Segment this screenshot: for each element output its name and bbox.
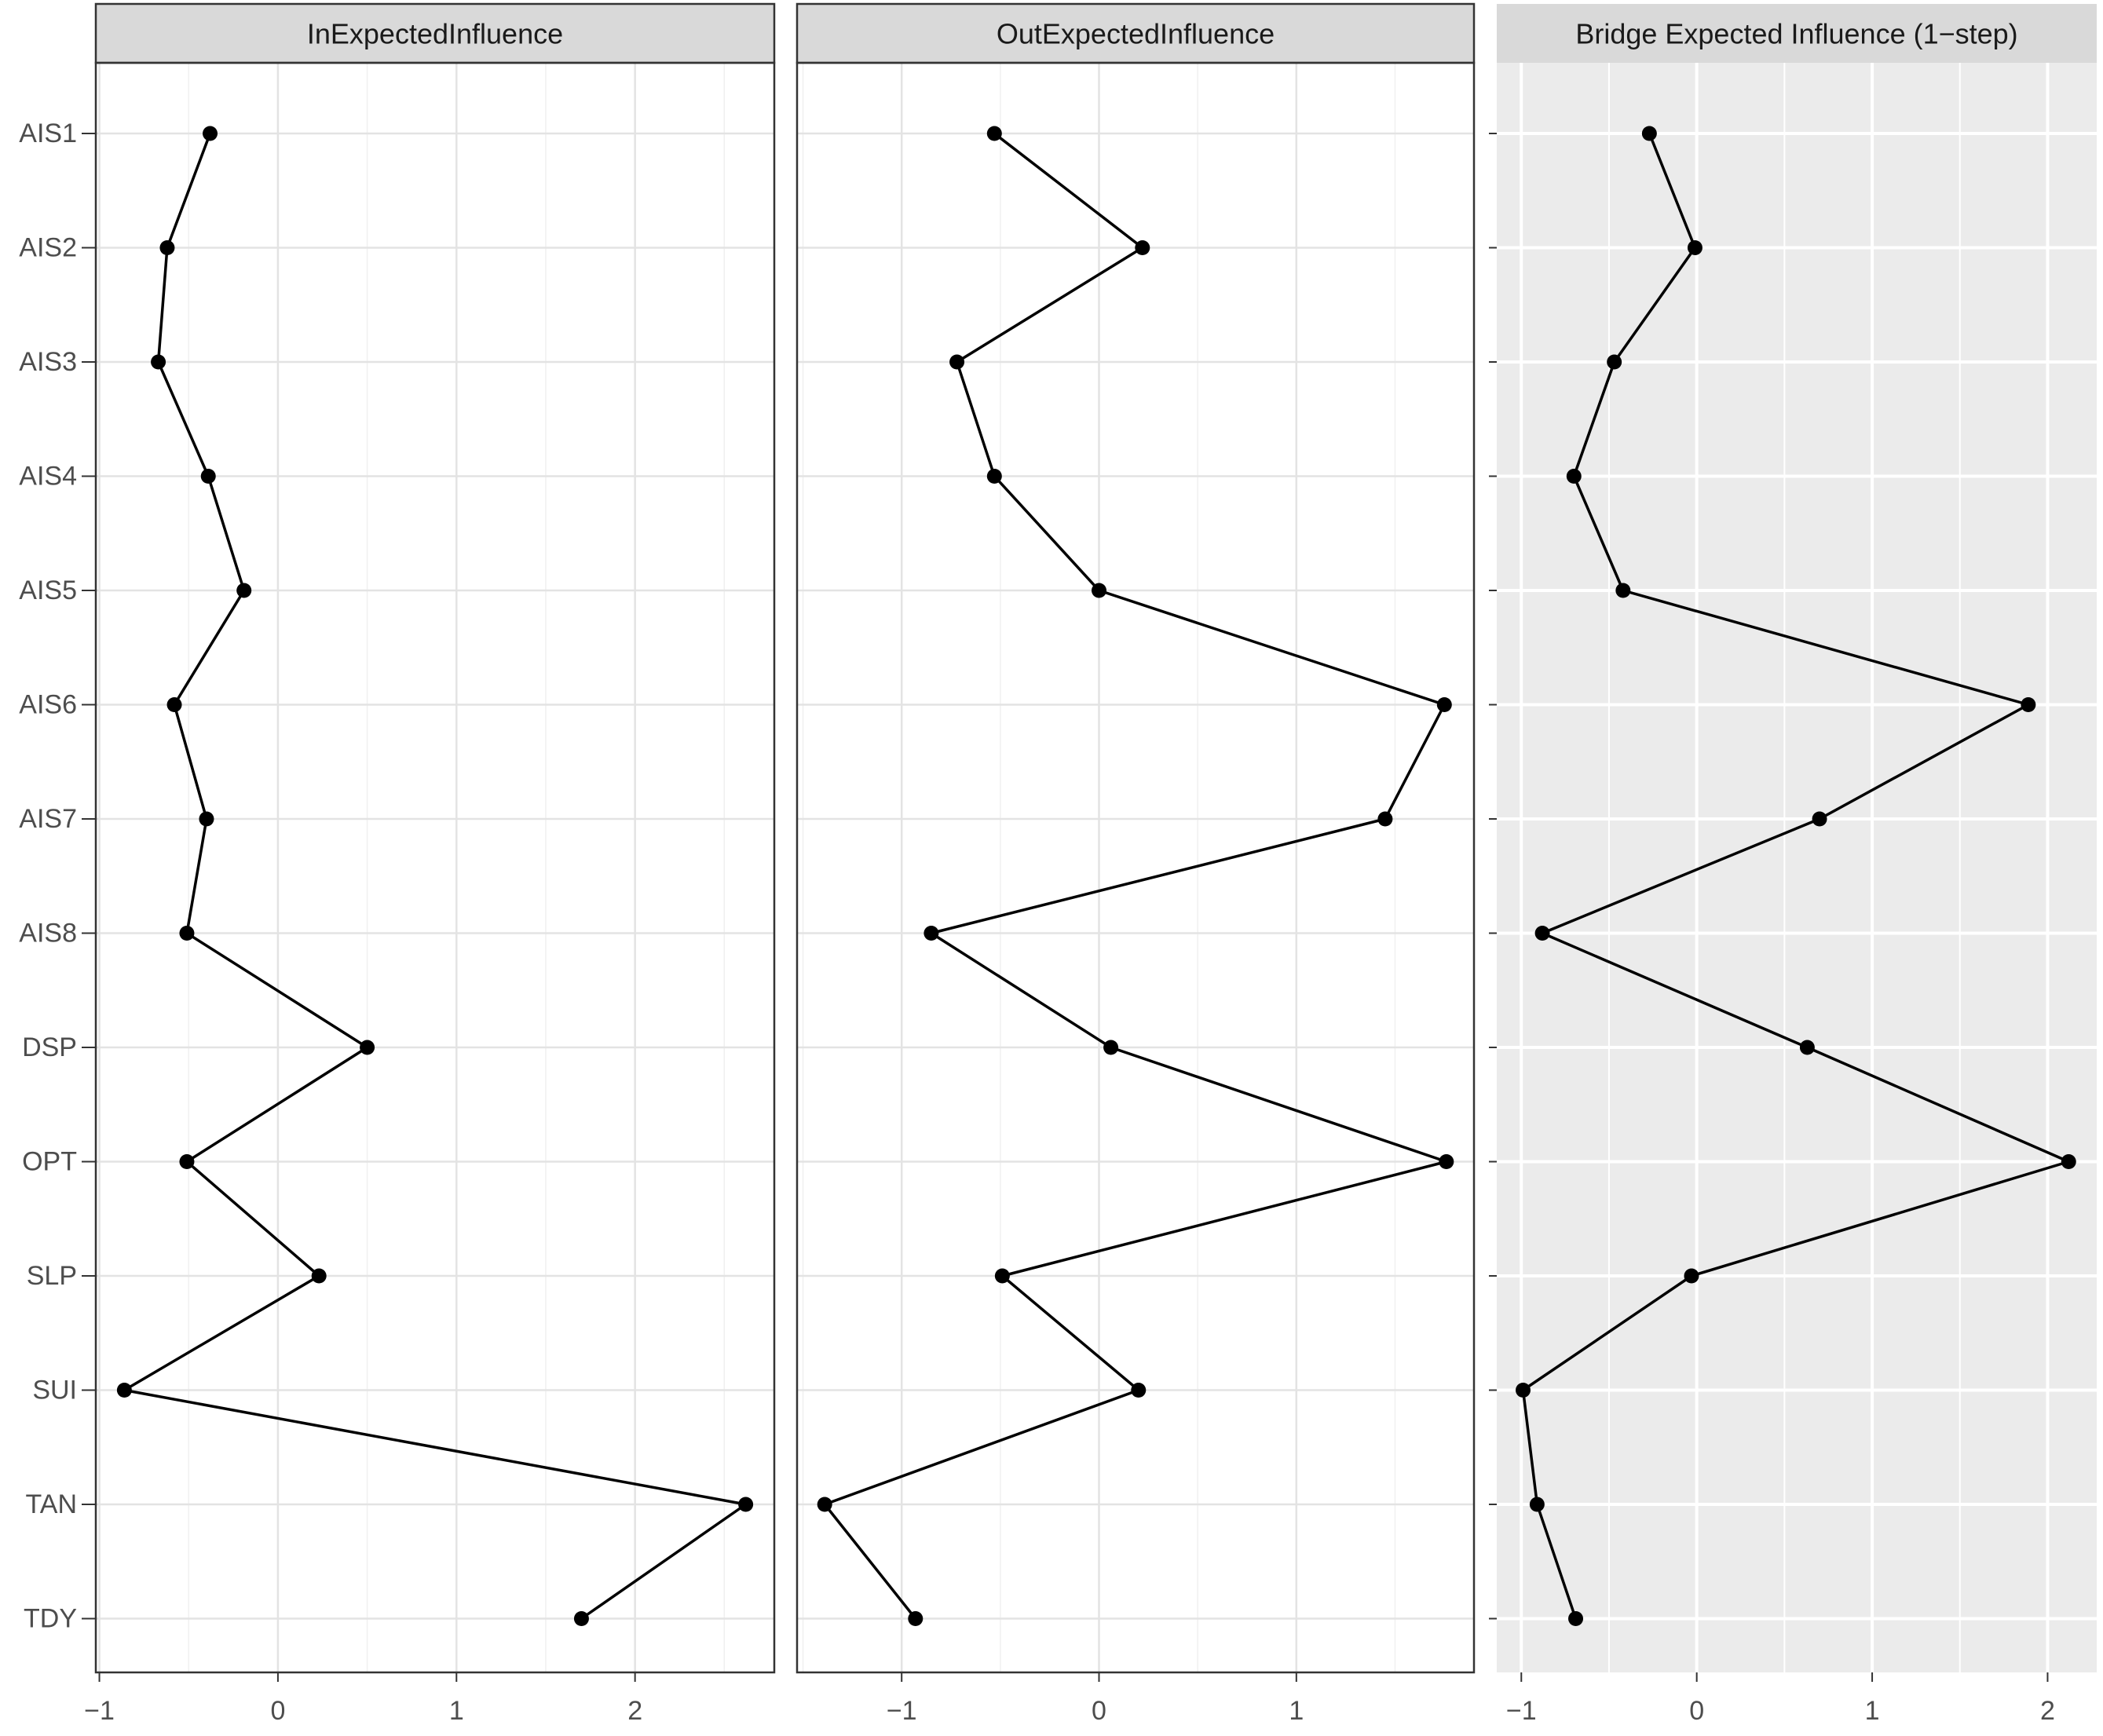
facet-strip [795,2,1476,64]
data-point-ais1 [1641,126,1657,141]
data-point-ais3 [949,354,965,370]
data-point-ais5 [1092,583,1107,598]
x-tick-label: 0 [270,1696,285,1726]
series-line [823,132,1448,1620]
facet-title: Bridge Expected Influence (1−step) [1575,18,2017,50]
panel-border [94,61,776,1674]
data-point-ais2 [159,240,175,255]
data-point-ais7 [1812,811,1827,827]
x-tick-label: 1 [1289,1696,1304,1726]
data-point-tdy [908,1611,923,1626]
data-point-ais6 [2021,697,2036,712]
data-point-sui [116,1383,132,1398]
data-point-ais7 [199,811,214,827]
data-point-ais2 [1135,240,1150,255]
facet-title: InExpectedInfluence [307,18,563,50]
y-tick-label-opt: OPT [22,1147,77,1177]
data-point-ais3 [151,354,166,370]
data-point-slp [311,1268,327,1284]
data-point-dsp [1103,1040,1119,1055]
data-point-ais2 [1687,240,1703,255]
data-point-ais8 [179,926,195,941]
data-point-sui [1131,1383,1147,1398]
y-tick-label-ais7: AIS7 [19,804,77,834]
data-point-ais1 [986,126,1002,141]
panel-border [795,61,1476,1674]
data-point-opt [2061,1154,2076,1169]
data-point-tdy [573,1611,589,1626]
x-tick-label: −1 [84,1696,115,1726]
data-point-ais8 [1534,926,1550,941]
facet-panel-2: OutExpectedInfluence −1 0 1 [795,2,1476,1726]
data-point-ais6 [1436,697,1452,712]
data-point-tan [738,1497,754,1512]
facet-title: OutExpectedInfluence [997,18,1275,50]
data-point-slp [994,1268,1010,1284]
y-tick-label-ais4: AIS4 [19,462,77,492]
data-point-slp [1684,1268,1699,1284]
y-tick-label-ais2: AIS2 [19,233,77,263]
y-tick-label-ais1: AIS1 [19,119,77,148]
panel-background [96,63,774,1672]
x-tick-label: 2 [2040,1696,2055,1726]
x-tick-label: 0 [1092,1696,1106,1726]
x-tick-label: −1 [887,1696,917,1726]
data-point-ais6 [166,697,182,712]
data-point-ais4 [1566,469,1582,484]
data-point-ais4 [986,469,1002,484]
data-point-opt [179,1154,195,1169]
y-tick-label-tan: TAN [26,1489,77,1519]
y-tick-label-ais3: AIS3 [19,347,77,377]
data-point-dsp [360,1040,375,1055]
data-point-tan [817,1497,832,1512]
y-tick-label-ais6: AIS6 [19,690,77,720]
data-point-opt [1439,1154,1454,1169]
data-point-ais4 [200,469,216,484]
y-tick-label-ais5: AIS5 [19,576,77,605]
data-point-ais8 [923,926,939,941]
series-line [1521,133,2071,1620]
data-point-ais7 [1377,811,1393,827]
data-point-tan [1529,1497,1545,1512]
y-tick-label-sui: SUI [32,1376,77,1405]
y-tick-label-tdy: TDY [24,1604,77,1634]
x-tick-label: −1 [1506,1696,1537,1726]
facet-strip [1497,4,2097,63]
x-tick-label: 1 [449,1696,464,1726]
data-point-dsp [1799,1040,1815,1055]
data-point-ais3 [1607,354,1622,370]
data-point-sui [1516,1383,1531,1398]
x-tick-label: 2 [627,1696,642,1726]
y-tick-label-dsp: DSP [22,1032,77,1062]
y-tick-label-slp: SLP [27,1261,77,1291]
data-point-ais1 [203,126,218,141]
x-tick-label: 0 [1689,1696,1704,1726]
panel-background [1497,63,2097,1672]
x-tick-label: 1 [1865,1696,1880,1726]
facet-panel-3: Bridge Expected Influence (1−step) −1 0 1 2 [1489,4,2097,1726]
y-tick-label-ais8: AIS8 [19,919,77,948]
data-point-ais5 [236,583,252,598]
series-line [123,133,748,1620]
data-point-tdy [1568,1611,1584,1626]
data-point-ais5 [1615,583,1631,598]
facet-strip [94,2,776,64]
facet-panel-1: InExpectedInfluence −1 0 1 2 [84,2,776,1726]
panel-background [797,63,1474,1672]
